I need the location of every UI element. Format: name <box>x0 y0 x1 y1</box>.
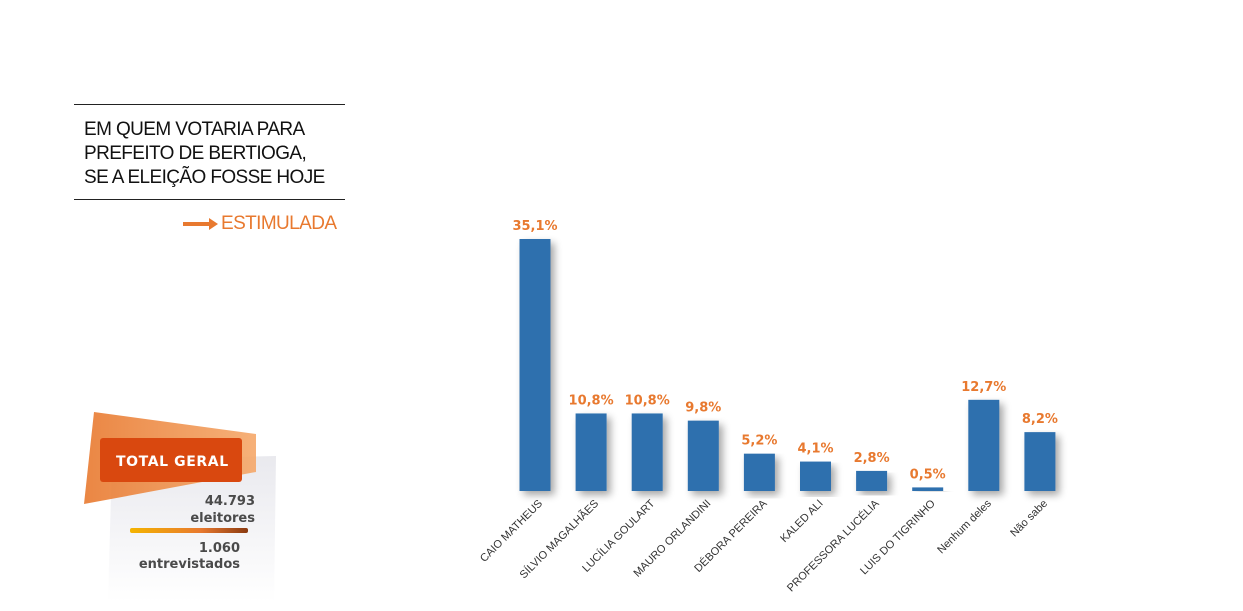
bar-value-label: 4,1% <box>797 442 833 457</box>
subtitle-row: ESTIMULADA <box>183 213 337 235</box>
bar-8 <box>968 399 1000 491</box>
interviews-value: 1.060 <box>198 541 240 556</box>
bar-value-label: 2,8% <box>854 451 890 466</box>
summary-label: TOTAL GERAL <box>116 454 229 470</box>
bar-5 <box>800 461 831 491</box>
summary-card <box>80 412 280 604</box>
bar-0 <box>519 239 551 491</box>
bar-7 <box>912 487 944 491</box>
bar-1 <box>575 413 607 491</box>
arrow-right-icon <box>183 218 218 230</box>
voters-label: eleitores <box>190 511 255 526</box>
bar-value-label: 12,7% <box>961 380 1006 395</box>
bar-value-label: 0,5% <box>910 467 946 482</box>
bar-3 <box>687 420 719 491</box>
chart-title-block: EM QUEM VOTARIA PARA PREFEITO DE BERTIOG… <box>74 104 345 200</box>
category-label: Nenhum deles <box>935 497 994 556</box>
bar-2 <box>631 413 663 491</box>
bar-value-label: 9,8% <box>685 401 721 416</box>
chart-title-line-1: EM QUEM VOTARIA PARA <box>84 119 305 140</box>
bar-4 <box>743 453 775 491</box>
chart-subtitle: ESTIMULADA <box>221 213 337 234</box>
category-label: PROFESSORA LUCÉLIA <box>784 496 882 594</box>
category-label: Não sabe <box>1008 498 1050 540</box>
bar-value-label: 8,2% <box>1022 412 1058 427</box>
chart-title-line-3: SE A ELEIÇÃO FOSSE HOJE <box>84 167 325 188</box>
summary-card-background <box>84 412 276 602</box>
bar-9 <box>1024 432 1056 491</box>
chart-title-line-2: PREFEITO DE BERTIOGA, <box>84 143 307 164</box>
bar-value-label: 35,1% <box>512 219 557 234</box>
bar-value-label: 10,8% <box>569 393 614 408</box>
interviews-label: entrevistados <box>138 557 240 572</box>
bar-6 <box>856 470 888 491</box>
bar-value-label: 10,8% <box>625 393 670 408</box>
voters-value: 44.793 <box>204 494 255 509</box>
bar-value-label: 5,2% <box>741 434 777 449</box>
category-label: KALED ALI <box>778 498 825 545</box>
